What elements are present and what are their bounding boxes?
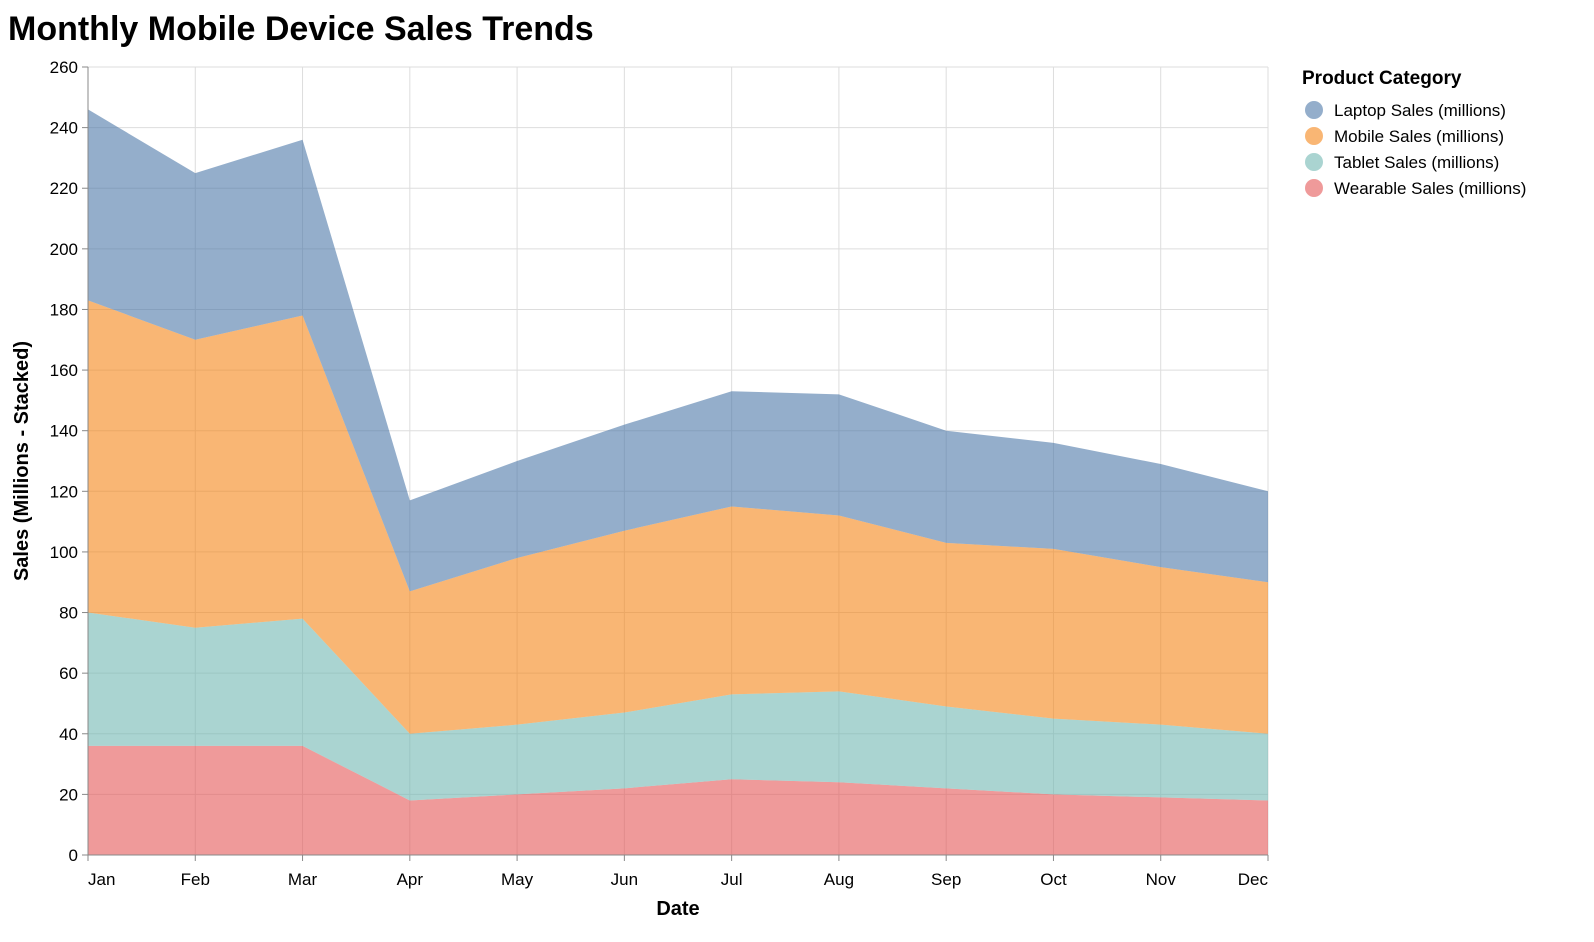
area-series-group: [88, 109, 1268, 855]
y-tick-label: 140: [50, 422, 78, 441]
y-tick-label: 120: [50, 482, 78, 501]
x-tick-label: Jul: [721, 870, 743, 889]
legend-swatch-mobile[interactable]: [1305, 127, 1323, 145]
x-tick-label: Dec: [1238, 870, 1269, 889]
y-tick-label: 220: [50, 179, 78, 198]
x-tick-label: Apr: [397, 870, 424, 889]
legend-label-laptop[interactable]: Laptop Sales (millions): [1334, 101, 1506, 120]
y-tick-label: 180: [50, 300, 78, 319]
y-tick-label: 20: [59, 785, 78, 804]
y-axis-title: Sales (Millions - Stacked): [11, 341, 33, 581]
x-tick-label: Jan: [88, 870, 115, 889]
legend-label-wearable[interactable]: Wearable Sales (millions): [1334, 179, 1526, 198]
legend[interactable]: Product Category Laptop Sales (millions)…: [1302, 68, 1526, 198]
y-tick-label: 200: [50, 240, 78, 259]
legend-title: Product Category: [1302, 68, 1462, 89]
x-axis-title: Date: [656, 898, 699, 920]
axes: 0 20 40 60 80 100 120 140 160 180 200 220 240 260 Jan F…: [50, 58, 1269, 889]
y-tick-label: 160: [50, 361, 78, 380]
y-tick-label: 40: [59, 725, 78, 744]
x-tick-label: Feb: [181, 870, 210, 889]
y-tick-label: 240: [50, 119, 78, 138]
legend-swatch-laptop[interactable]: [1305, 101, 1323, 119]
y-tick-label: 0: [69, 846, 78, 865]
legend-label-mobile[interactable]: Mobile Sales (millions): [1334, 127, 1504, 146]
x-tick-label: Nov: [1146, 870, 1177, 889]
chart-title: Monthly Mobile Device Sales Trends: [8, 10, 594, 48]
y-tick-label: 100: [50, 543, 78, 562]
y-tick-label: 260: [50, 58, 78, 77]
y-tick-label: 60: [59, 664, 78, 683]
y-tick-label: 80: [59, 604, 78, 623]
x-tick-label: May: [501, 870, 534, 889]
legend-label-tablet[interactable]: Tablet Sales (millions): [1334, 153, 1499, 172]
x-tick-label: Jun: [611, 870, 638, 889]
x-tick-label: Mar: [288, 870, 318, 889]
area-mobile[interactable]: [88, 300, 1268, 734]
area-tablet[interactable]: [88, 612, 1268, 801]
legend-swatch-tablet[interactable]: [1305, 153, 1323, 171]
legend-swatch-wearable[interactable]: [1305, 179, 1323, 197]
x-tick-label: Sep: [931, 870, 961, 889]
area-wearable[interactable]: [88, 745, 1268, 855]
x-tick-label: Oct: [1040, 870, 1067, 889]
area-laptop[interactable]: [88, 109, 1268, 592]
x-tick-label: Aug: [824, 870, 854, 889]
